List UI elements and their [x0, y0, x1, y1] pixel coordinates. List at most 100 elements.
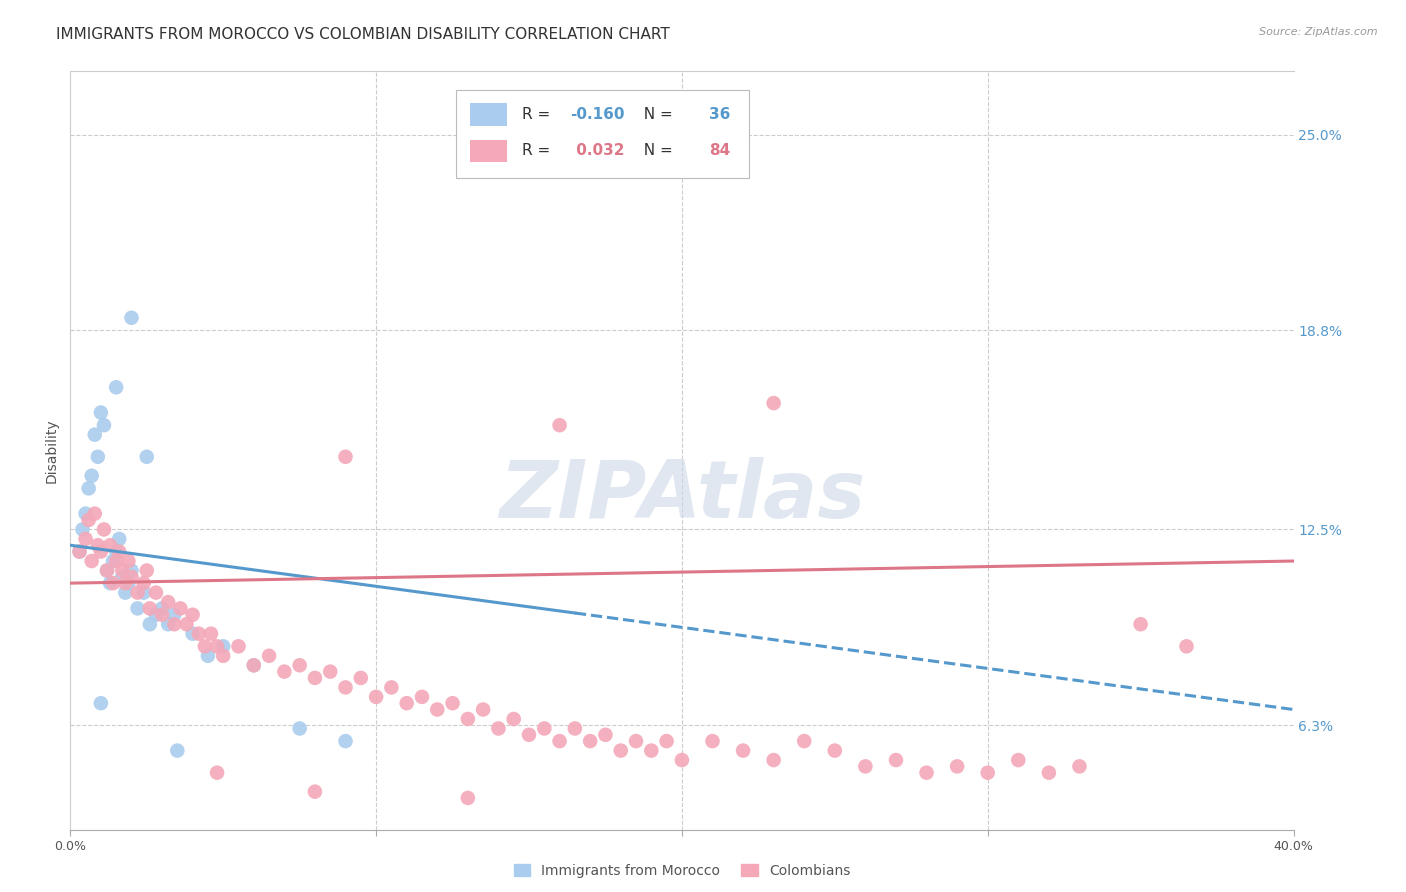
Point [564, 722, 586, 736]
Point [127, 601, 149, 615]
Point [243, 658, 266, 673]
Point [426, 702, 449, 716]
Text: R =: R = [522, 144, 555, 159]
Point [114, 585, 136, 599]
Point [101, 554, 124, 568]
Point [304, 671, 326, 685]
Point [212, 648, 235, 663]
Point [77, 482, 100, 496]
Point [946, 759, 969, 773]
Text: Source: ZipAtlas.com: Source: ZipAtlas.com [1260, 27, 1378, 37]
FancyBboxPatch shape [456, 90, 749, 178]
Text: IMMIGRANTS FROM MOROCCO VS COLOMBIAN DISABILITY CORRELATION CHART: IMMIGRANTS FROM MOROCCO VS COLOMBIAN DIS… [56, 27, 671, 42]
FancyBboxPatch shape [470, 139, 508, 162]
Point [135, 450, 157, 464]
Point [350, 671, 373, 685]
Point [111, 564, 134, 578]
Point [108, 532, 131, 546]
Point [117, 576, 139, 591]
Point [395, 696, 418, 710]
Point [75, 507, 97, 521]
Text: 36: 36 [709, 107, 730, 122]
Text: 84: 84 [709, 144, 730, 159]
Point [105, 544, 128, 558]
Point [915, 765, 938, 780]
Point [69, 544, 91, 558]
Point [335, 734, 357, 748]
Point [1007, 753, 1029, 767]
Point [98, 538, 121, 552]
Point [288, 658, 311, 673]
Point [257, 648, 280, 663]
Point [273, 665, 295, 679]
Point [169, 601, 191, 615]
Point [121, 570, 143, 584]
Point [228, 640, 250, 654]
Text: R =: R = [522, 107, 555, 122]
Point [98, 576, 121, 591]
Point [548, 734, 571, 748]
Point [80, 554, 103, 568]
Text: -0.160: -0.160 [571, 107, 626, 122]
FancyBboxPatch shape [470, 103, 508, 126]
Point [533, 722, 555, 736]
Point [855, 759, 877, 773]
Point [83, 427, 105, 442]
Point [90, 696, 112, 710]
Point [304, 785, 326, 799]
Point [762, 753, 785, 767]
Point [101, 576, 124, 591]
Point [595, 728, 617, 742]
Point [655, 734, 678, 748]
Point [181, 607, 204, 622]
Point [488, 722, 510, 736]
Point [105, 380, 128, 394]
Point [132, 585, 155, 599]
Point [111, 570, 134, 584]
Point [163, 617, 186, 632]
Point [548, 418, 571, 433]
Point [671, 753, 693, 767]
Point [150, 601, 173, 615]
Point [114, 576, 136, 591]
Point [166, 743, 188, 757]
Point [380, 681, 402, 695]
Point [624, 734, 647, 748]
Point [105, 554, 128, 568]
Point [411, 690, 433, 704]
Point [579, 734, 602, 748]
Point [90, 406, 112, 420]
Point [457, 791, 479, 805]
Text: ZIPAtlas: ZIPAtlas [499, 457, 865, 535]
Point [1175, 640, 1198, 654]
Point [87, 538, 110, 552]
Point [472, 702, 495, 716]
Point [502, 712, 524, 726]
Point [77, 513, 100, 527]
Point [176, 617, 198, 632]
Point [139, 617, 162, 632]
Point [181, 626, 204, 640]
Point [457, 712, 479, 726]
Point [243, 658, 266, 673]
Legend: Immigrants from Morocco, Colombians: Immigrants from Morocco, Colombians [508, 858, 856, 883]
Point [366, 690, 388, 704]
Y-axis label: Disability: Disability [45, 418, 59, 483]
Point [145, 585, 167, 599]
Point [157, 595, 180, 609]
Point [72, 523, 94, 537]
Point [117, 554, 139, 568]
Point [96, 564, 118, 578]
Point [187, 626, 209, 640]
Point [69, 544, 91, 558]
Point [132, 576, 155, 591]
Point [884, 753, 907, 767]
Text: 0.032: 0.032 [571, 144, 624, 159]
Point [205, 765, 228, 780]
Point [1069, 759, 1091, 773]
Point [194, 640, 217, 654]
Point [157, 617, 180, 632]
Point [75, 532, 97, 546]
Point [121, 310, 143, 325]
Point [83, 507, 105, 521]
